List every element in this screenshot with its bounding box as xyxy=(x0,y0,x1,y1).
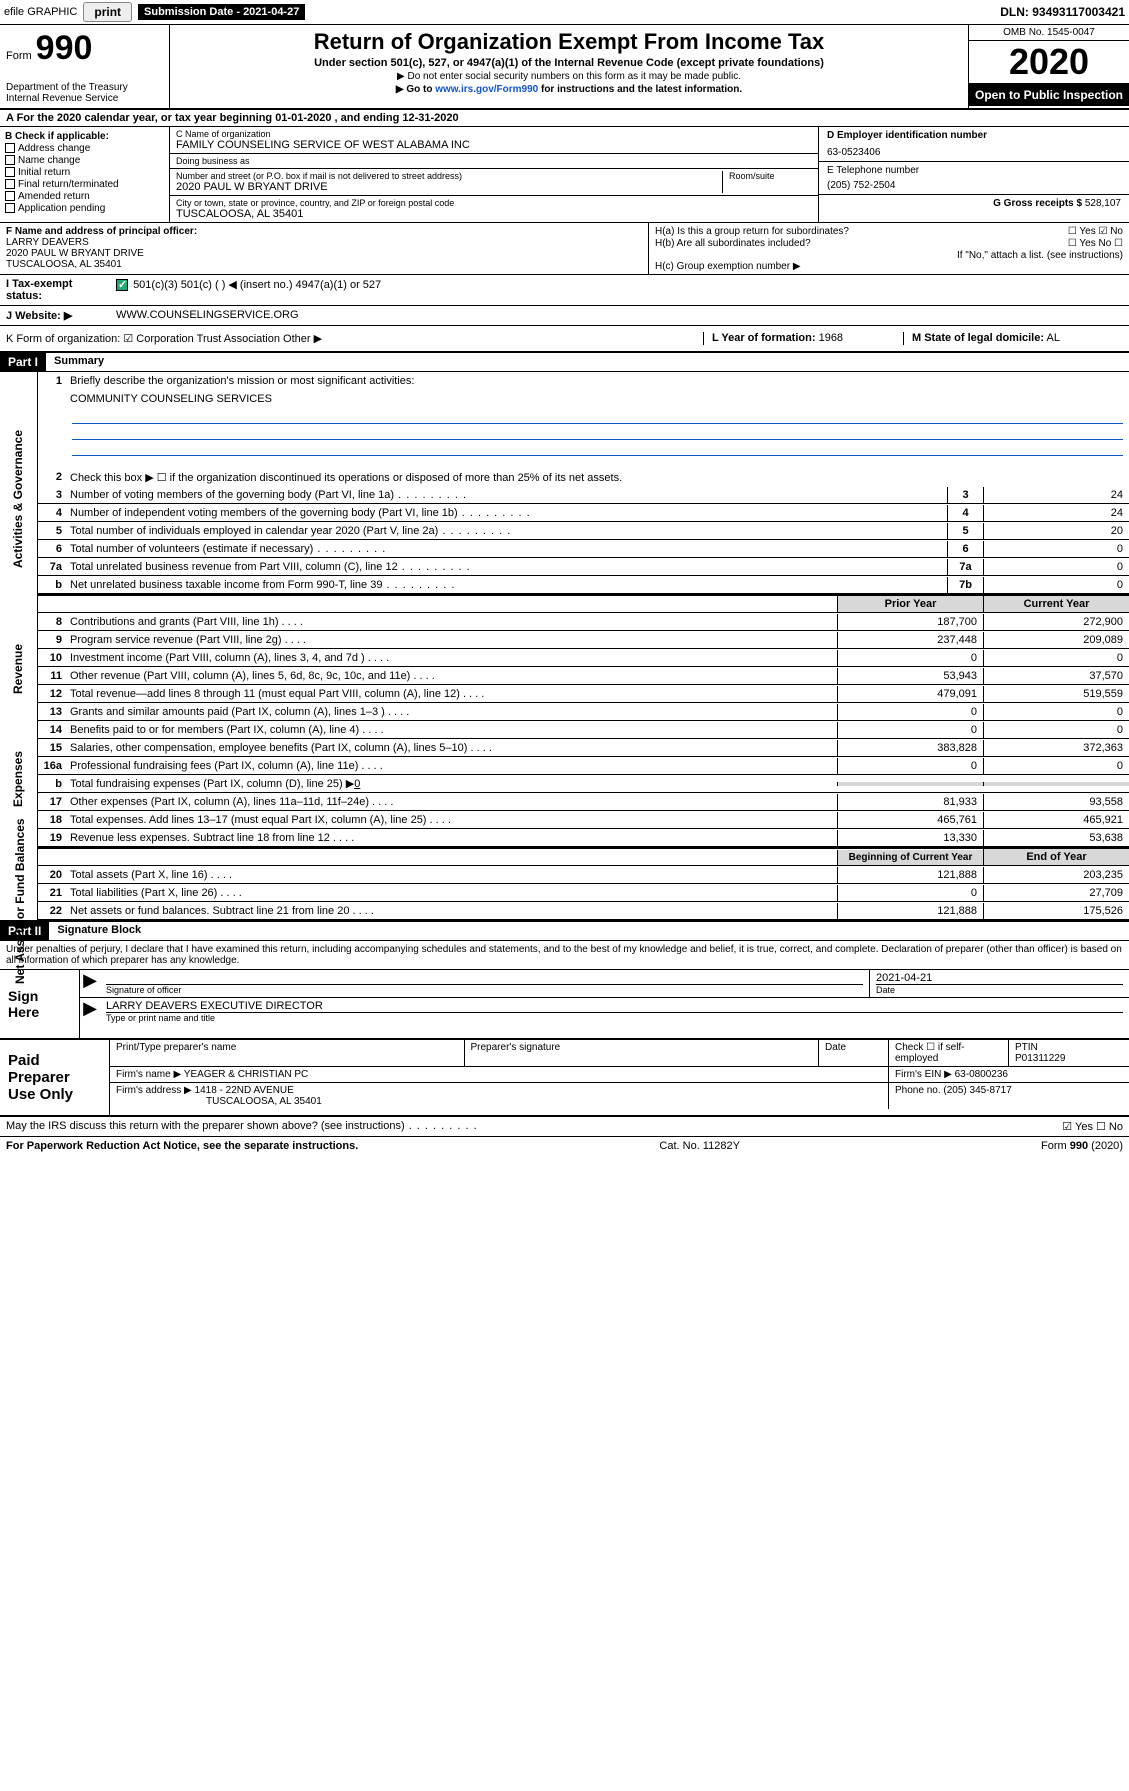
state-domicile: AL xyxy=(1046,332,1059,344)
officer-name: LARRY DEAVERS xyxy=(6,237,642,248)
mission-text: COMMUNITY COUNSELING SERVICES xyxy=(66,391,1129,407)
summary-row: 12Total revenue—add lines 8 through 11 (… xyxy=(38,685,1129,703)
ptin-value: P01311229 xyxy=(1015,1053,1123,1064)
note-goto: ▶ Go to www.irs.gov/Form990 for instruct… xyxy=(178,84,960,95)
ein-value: 63-0523406 xyxy=(827,147,1121,158)
form-subtitle: Under section 501(c), 527, or 4947(a)(1)… xyxy=(178,57,960,69)
efile-label: efile GRAPHIC xyxy=(4,6,77,18)
sign-arrow-icon: ▶ xyxy=(80,970,100,997)
summary-row: 3Number of voting members of the governi… xyxy=(38,486,1129,504)
summary-row: 11Other revenue (Part VIII, column (A), … xyxy=(38,667,1129,685)
chk-application-pending[interactable]: Application pending xyxy=(5,203,164,214)
paid-preparer-block: Paid Preparer Use Only Print/Type prepar… xyxy=(0,1040,1129,1117)
prep-phone: (205) 345-8717 xyxy=(943,1085,1011,1096)
section-f-officer: F Name and address of principal officer:… xyxy=(0,223,649,274)
summary-row: 9Program service revenue (Part VIII, lin… xyxy=(38,631,1129,649)
chk-name-change[interactable]: Name change xyxy=(5,155,164,166)
summary-row: 16aProfessional fundraising fees (Part I… xyxy=(38,757,1129,775)
block-bcd: B Check if applicable: Address change Na… xyxy=(0,127,1129,223)
irs-discuss-row: May the IRS discuss this return with the… xyxy=(0,1117,1129,1137)
sign-date: 2021-04-21 xyxy=(876,972,1123,984)
col-header-row: Prior Year Current Year xyxy=(38,594,1129,613)
sign-here-block: Sign Here ▶ Signature of officer 2021-04… xyxy=(0,970,1129,1040)
summary-sidebar: Activities & Governance Revenue Expenses… xyxy=(0,372,38,920)
block-fh: F Name and address of principal officer:… xyxy=(0,223,1129,275)
summary-row: 4Number of independent voting members of… xyxy=(38,504,1129,522)
open-public-badge: Open to Public Inspection xyxy=(969,84,1129,106)
website-url[interactable]: WWW.COUNSELINGSERVICE.ORG xyxy=(110,306,1129,325)
chk-amended[interactable]: Amended return xyxy=(5,191,164,202)
line-j-website: J Website: ▶ WWW.COUNSELINGSERVICE.ORG xyxy=(0,306,1129,326)
form-title: Return of Organization Exempt From Incom… xyxy=(178,29,960,55)
dln: DLN: 93493117003421 xyxy=(1000,5,1125,19)
sidebar-netassets: Net Assets or Fund Balances xyxy=(13,824,27,984)
officer-print-name: LARRY DEAVERS EXECUTIVE DIRECTOR xyxy=(106,1000,1123,1012)
summary-row: 19Revenue less expenses. Subtract line 1… xyxy=(38,829,1129,847)
form-header: Form 990 Department of the Treasury Inte… xyxy=(0,25,1129,110)
summary-row: bNet unrelated business taxable income f… xyxy=(38,576,1129,594)
header-left: Form 990 Department of the Treasury Inte… xyxy=(0,25,170,108)
line-i-tax-status: I Tax-exempt status: 501(c)(3) 501(c) ( … xyxy=(0,275,1129,306)
hb-answer: ☐ Yes No ☐ xyxy=(1068,238,1123,249)
summary-row: 10Investment income (Part VIII, column (… xyxy=(38,649,1129,667)
summary-row: 20Total assets (Part X, line 16)121,8882… xyxy=(38,866,1129,884)
summary-row: 7aTotal unrelated business revenue from … xyxy=(38,558,1129,576)
topbar: efile GRAPHIC print Submission Date - 20… xyxy=(0,0,1129,25)
discuss-answer: ☑ Yes ☐ No xyxy=(1062,1120,1123,1133)
section-h-group: H(a) Is this a group return for subordin… xyxy=(649,223,1129,274)
footer-final: For Paperwork Reduction Act Notice, see … xyxy=(0,1137,1129,1155)
omb-number: OMB No. 1545-0047 xyxy=(969,25,1129,41)
chk-501c3[interactable] xyxy=(116,279,128,291)
dept-treasury: Department of the Treasury Internal Reve… xyxy=(6,82,163,104)
form-label: Form xyxy=(6,50,32,62)
chk-initial-return[interactable]: Initial return xyxy=(5,167,164,178)
summary-row: 14Benefits paid to or for members (Part … xyxy=(38,721,1129,739)
summary-section: Activities & Governance Revenue Expenses… xyxy=(0,372,1129,922)
ha-answer: ☐ Yes ☑ No xyxy=(1068,226,1123,237)
print-button[interactable]: print xyxy=(83,2,132,22)
prep-firm-name: YEAGER & CHRISTIAN PC xyxy=(184,1069,308,1080)
prep-firm-ein: 63-0800236 xyxy=(955,1069,1008,1080)
summary-row: 17Other expenses (Part IX, column (A), l… xyxy=(38,793,1129,811)
summary-row: 13Grants and similar amounts paid (Part … xyxy=(38,703,1129,721)
summary-row: 6Total number of volunteers (estimate if… xyxy=(38,540,1129,558)
summary-row: 18Total expenses. Add lines 13–17 (must … xyxy=(38,811,1129,829)
header-center: Return of Organization Exempt From Incom… xyxy=(170,25,969,108)
org-street: 2020 PAUL W BRYANT DRIVE xyxy=(176,181,722,193)
line-k-formorg: K Form of organization: ☑ Corporation Tr… xyxy=(0,326,1129,353)
col-header-row-2: Beginning of Current Year End of Year xyxy=(38,847,1129,866)
org-name: FAMILY COUNSELING SERVICE OF WEST ALABAM… xyxy=(176,139,812,151)
summary-row: 21Total liabilities (Part X, line 26)027… xyxy=(38,884,1129,902)
section-c-org: C Name of organization FAMILY COUNSELING… xyxy=(170,127,819,222)
submission-date-box: Submission Date - 2021-04-27 xyxy=(138,4,305,20)
note-ssn: ▶ Do not enter social security numbers o… xyxy=(178,71,960,82)
section-d-ein: D Employer identification number 63-0523… xyxy=(819,127,1129,222)
perjury-statement: Under penalties of perjury, I declare th… xyxy=(0,941,1129,970)
chk-final-return[interactable]: Final return/terminated xyxy=(5,179,164,190)
summary-row: 22Net assets or fund balances. Subtract … xyxy=(38,902,1129,920)
org-city: TUSCALOOSA, AL 35401 xyxy=(176,208,812,220)
row-16b: b Total fundraising expenses (Part IX, c… xyxy=(38,775,1129,793)
part-i-header: Part I Summary xyxy=(0,353,1129,372)
header-right: OMB No. 1545-0047 2020 Open to Public In… xyxy=(969,25,1129,108)
summary-body: 1Briefly describe the organization's mis… xyxy=(38,372,1129,920)
summary-row: 5Total number of individuals employed in… xyxy=(38,522,1129,540)
mission-blank-lines xyxy=(38,408,1129,460)
line-a-taxyear: A For the 2020 calendar year, or tax yea… xyxy=(0,110,1129,127)
form-number: 990 xyxy=(36,29,93,68)
sidebar-governance: Activities & Governance xyxy=(11,429,25,569)
chk-address-change[interactable]: Address change xyxy=(5,143,164,154)
gross-receipts: 528,107 xyxy=(1085,198,1121,209)
phone-value: (205) 752-2504 xyxy=(827,180,1121,191)
part-ii-header: Part II Signature Block xyxy=(0,922,1129,941)
summary-row: 15Salaries, other compensation, employee… xyxy=(38,739,1129,757)
irs-link[interactable]: www.irs.gov/Form990 xyxy=(435,84,538,95)
year-formation: 1968 xyxy=(819,332,843,344)
tax-year: 2020 xyxy=(969,41,1129,84)
sign-arrow-icon-2: ▶ xyxy=(80,998,100,1025)
summary-row: 8Contributions and grants (Part VIII, li… xyxy=(38,613,1129,631)
section-b-checkboxes: B Check if applicable: Address change Na… xyxy=(0,127,170,222)
